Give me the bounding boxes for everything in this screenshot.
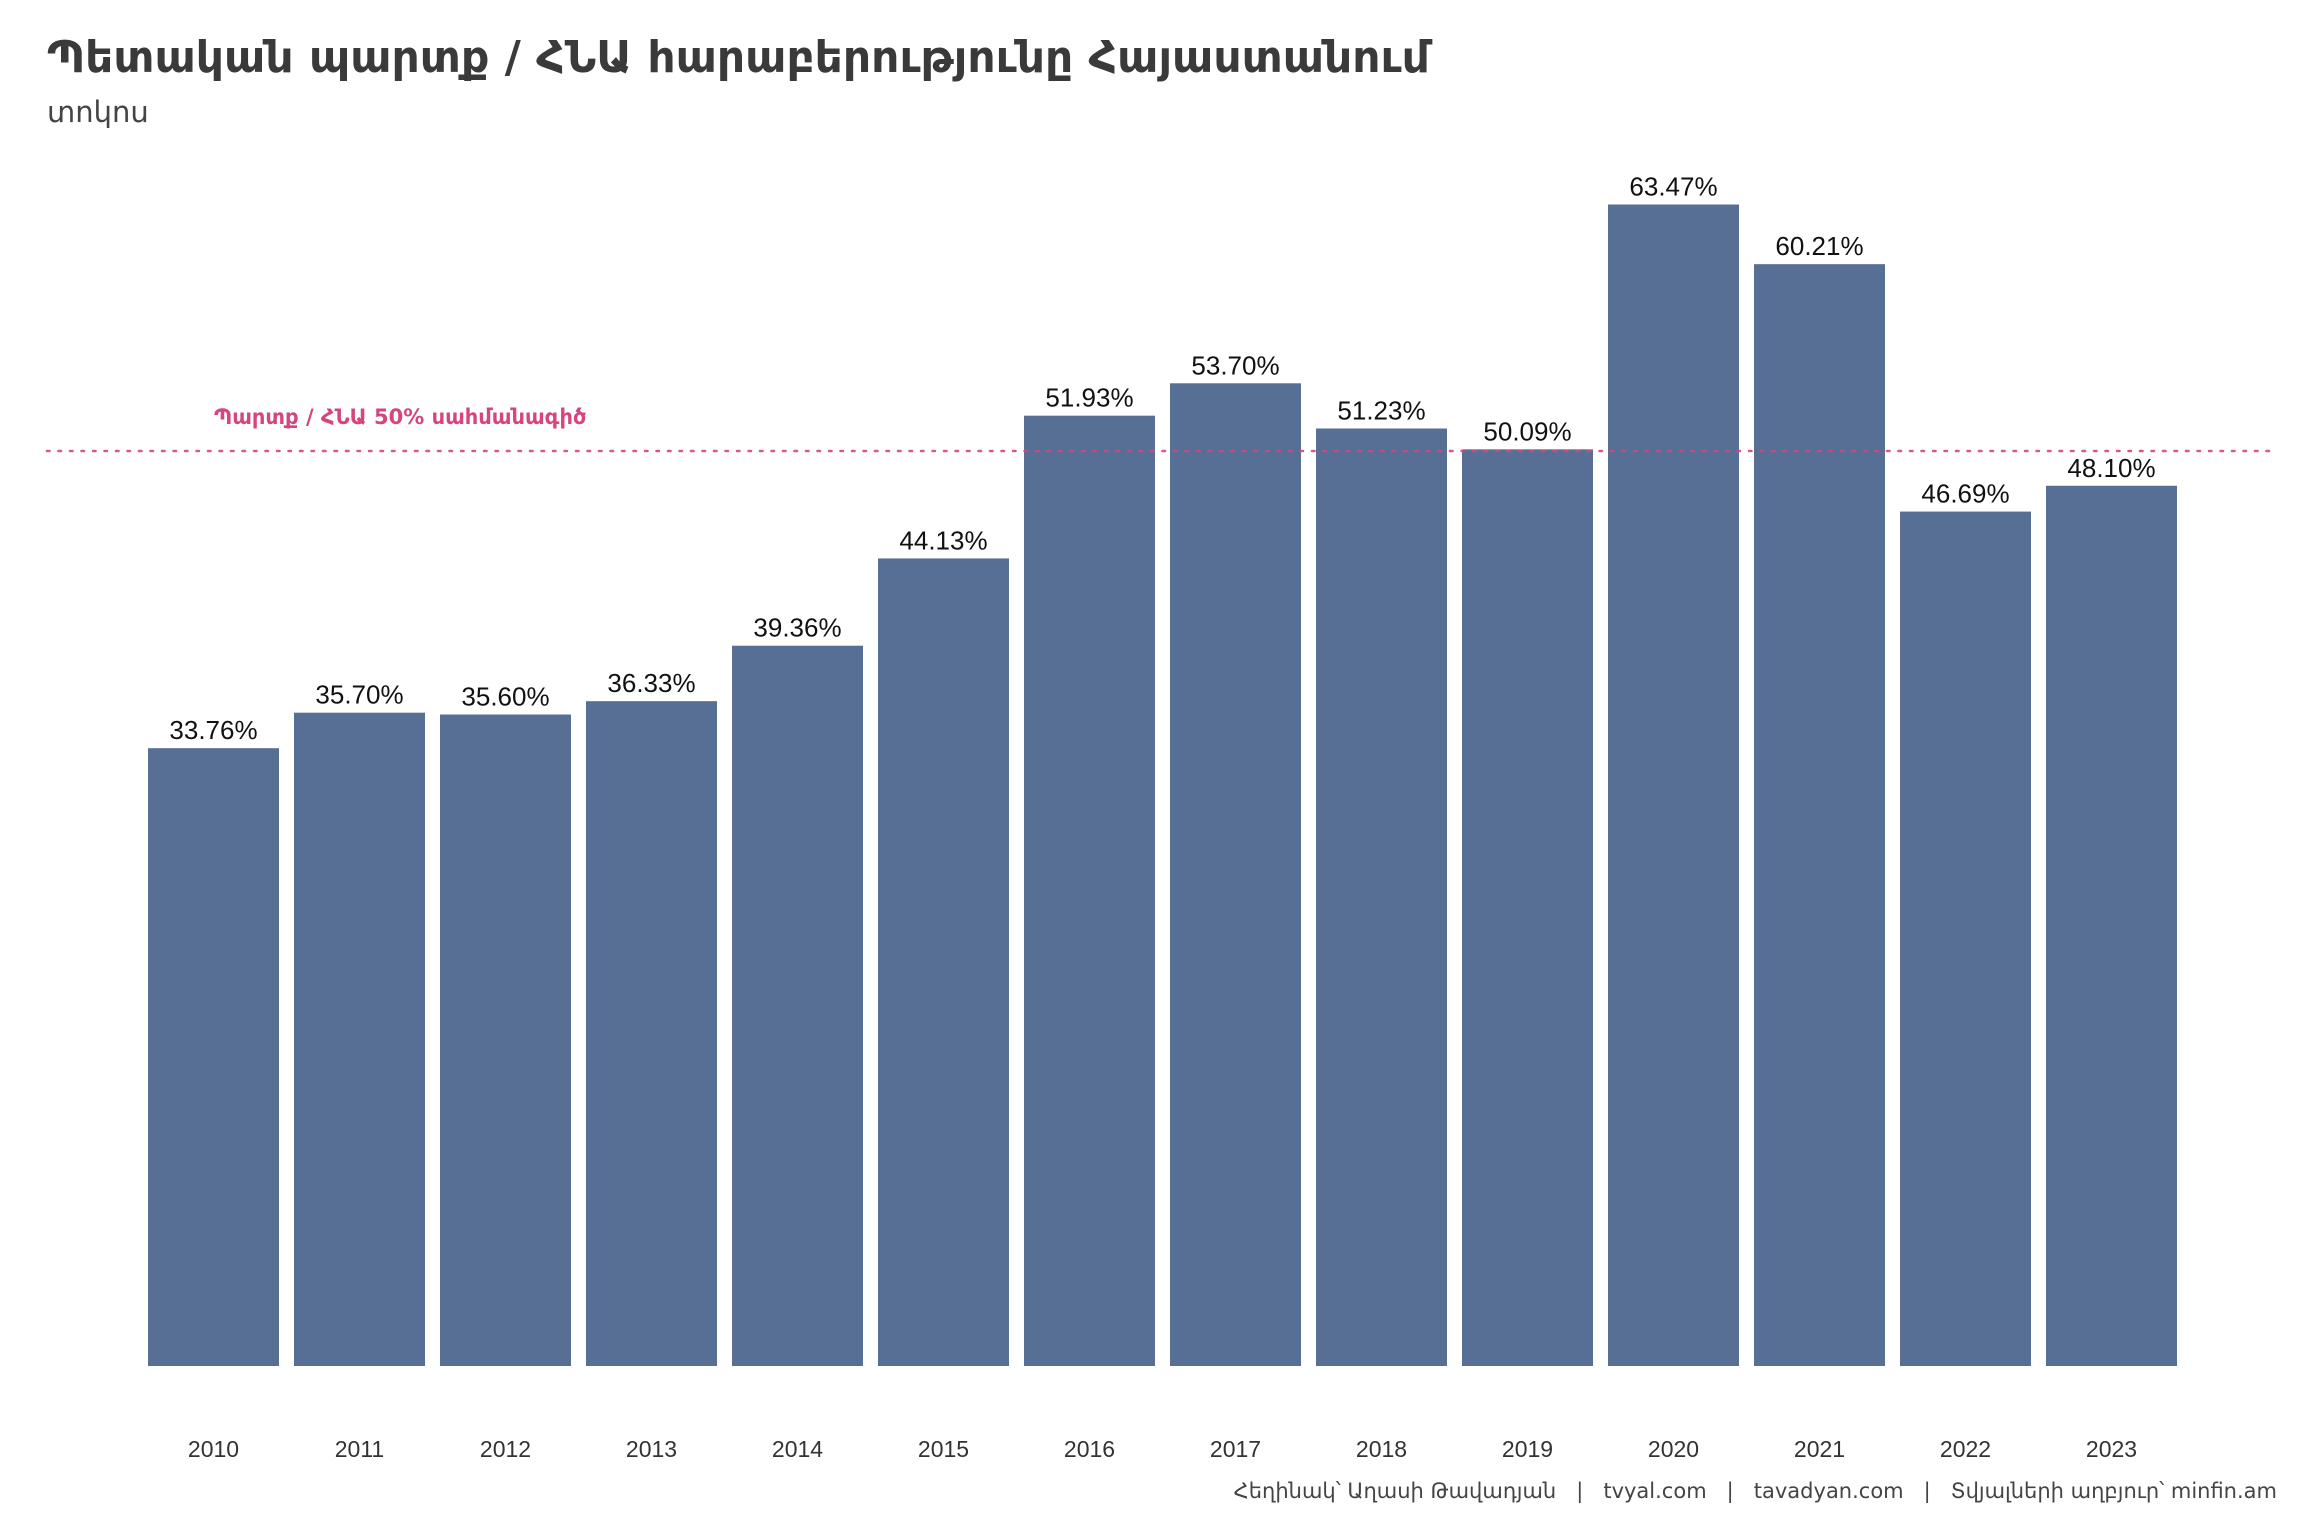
x-tick-2016: 2016 (1064, 1436, 1115, 1462)
bar-2020 (1608, 204, 1739, 1366)
value-label-2016: 51.93% (1045, 383, 1133, 413)
value-label-2011: 35.70% (315, 680, 403, 710)
x-tick-2017: 2017 (1210, 1436, 1261, 1462)
value-label-2019: 50.09% (1483, 416, 1571, 446)
value-label-2023: 48.10% (2067, 453, 2155, 483)
chart-caption: Հեղինակ՝ Աղասի Թավադյան | tvyal.com | ta… (1234, 1479, 2277, 1504)
bar-2012 (440, 714, 571, 1366)
x-tick-2023: 2023 (2086, 1436, 2137, 1462)
x-tick-2020: 2020 (1648, 1436, 1699, 1462)
value-label-2015: 44.13% (899, 525, 987, 555)
bar-2019 (1462, 449, 1593, 1366)
x-tick-2022: 2022 (1940, 1436, 1991, 1462)
bar-2015 (878, 558, 1009, 1366)
bars-group: 33.76% 2010 35.70% 2011 35.60% 2012 36.33% 2013… (148, 171, 2177, 1462)
value-label-2022: 46.69% (1921, 479, 2009, 509)
x-tick-2019: 2019 (1502, 1436, 1553, 1462)
bar-2013 (586, 701, 717, 1366)
reference-line-label: Պարտք / ՀՆԱ 50% սահմանագիծ (214, 405, 586, 429)
x-tick-2013: 2013 (626, 1436, 677, 1462)
value-label-2012: 35.60% (461, 682, 549, 712)
x-tick-2010: 2010 (188, 1436, 239, 1462)
bar-2011 (294, 712, 425, 1366)
bar-2018 (1316, 428, 1447, 1367)
bar-2022 (1900, 511, 2031, 1366)
bar-2021 (1754, 264, 1885, 1367)
x-tick-2021: 2021 (1794, 1436, 1845, 1462)
value-label-2013: 36.33% (607, 668, 695, 698)
x-tick-2014: 2014 (772, 1436, 823, 1462)
value-label-2020: 63.47% (1629, 171, 1717, 201)
bar-2014 (732, 645, 863, 1366)
chart-subtitle: տոկոս (47, 95, 149, 129)
bar-2016 (1024, 415, 1155, 1366)
value-label-2018: 51.23% (1337, 395, 1425, 425)
bar-2010 (148, 748, 279, 1366)
chart-title: Պետական պարտք / ՀՆԱ հարաբերությունը Հայա… (47, 32, 1433, 83)
bar-2023 (2046, 485, 2177, 1366)
x-tick-2011: 2011 (335, 1436, 384, 1462)
value-label-2017: 53.70% (1191, 350, 1279, 380)
value-label-2010: 33.76% (169, 715, 257, 745)
bar-2017 (1170, 383, 1301, 1366)
x-tick-2018: 2018 (1356, 1436, 1407, 1462)
x-tick-2012: 2012 (480, 1436, 531, 1462)
value-label-2021: 60.21% (1775, 231, 1863, 261)
value-label-2014: 39.36% (753, 613, 841, 643)
x-tick-2015: 2015 (918, 1436, 969, 1462)
